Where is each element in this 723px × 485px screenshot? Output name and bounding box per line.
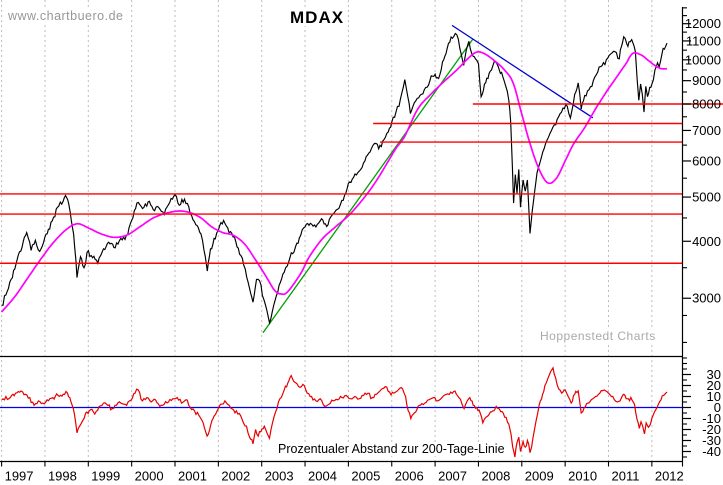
osc-tick-label: 10 [707, 389, 721, 404]
y-tick-label: 4000 [692, 234, 721, 249]
year-label: 2006 [395, 469, 424, 484]
oscillator-caption: Prozentualer Abstand zur 200-Tage-Linie [276, 442, 507, 456]
chart-title: MDAX [288, 8, 347, 27]
ma200-line [0, 51, 667, 313]
year-label: 2004 [308, 469, 337, 484]
year-label: 2005 [351, 469, 380, 484]
y-tick-label: 8000 [692, 97, 721, 112]
y-tick-label: 5000 [692, 190, 721, 205]
y-tick-label: 11000 [686, 33, 721, 48]
x-axis-ticks-labels: 1997 1998 1999 2000 2001 2002 2003 2004 2005 2006… [1, 461, 684, 484]
y-tick-label: 6000 [692, 153, 721, 168]
osc-tick-label: 20 [707, 378, 721, 393]
y-tick-label: 7000 [692, 123, 721, 138]
osc-tick-label: -10 [702, 411, 721, 426]
price-line [1, 32, 668, 326]
downtrend-line [451, 24, 594, 119]
osc-tick-label: -20 [702, 422, 721, 437]
osc-tick-label: -30 [702, 433, 721, 448]
oscillator-line [1, 366, 668, 458]
year-gridlines [1, 0, 653, 461]
year-label: 1999 [91, 469, 120, 484]
year-label: 2003 [265, 469, 294, 484]
year-label: 2010 [568, 469, 597, 484]
year-label: 2008 [481, 469, 510, 484]
year-label: 2012 [655, 469, 684, 484]
right-axis-ticks [682, 7, 691, 458]
provider-watermark: Hoppenstedt Charts [538, 329, 658, 343]
year-label: 2011 [612, 469, 640, 484]
year-label: 2002 [221, 469, 250, 484]
y-tick-label: 9000 [692, 73, 721, 88]
support-resistance-lines [0, 103, 723, 264]
year-label: 1997 [5, 469, 34, 484]
year-label: 2007 [438, 469, 467, 484]
year-label: 2001 [178, 469, 207, 484]
y-tick-label: 3000 [692, 291, 721, 306]
year-label: 1998 [48, 469, 77, 484]
osc-tick-label: -40 [702, 444, 721, 459]
year-label: 2009 [525, 469, 554, 484]
y-tick-label: 10000 [685, 52, 721, 67]
right-axis-labels: 12000 11000 10000 9000 8000 7000 6000 5000 4000 3… [685, 16, 721, 459]
osc-tick-label: 0 [714, 400, 721, 415]
site-watermark: www.chartbuero.de [6, 9, 126, 23]
year-label: 2000 [135, 469, 164, 484]
osc-tick-label: 30 [707, 367, 721, 382]
y-tick-label: 12000 [685, 16, 721, 31]
